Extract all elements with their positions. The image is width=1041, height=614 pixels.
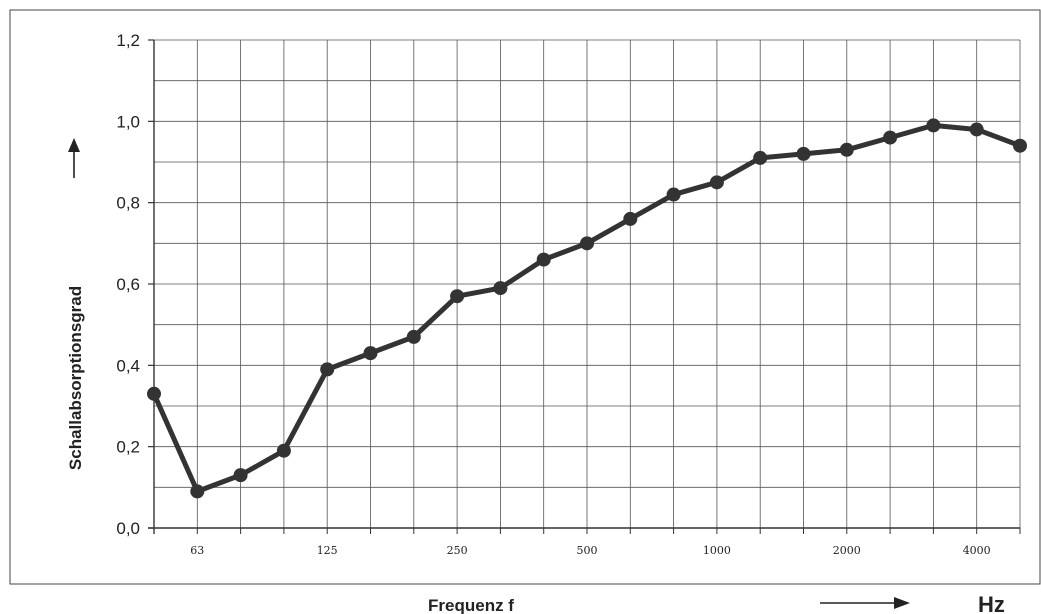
data-point	[753, 150, 768, 165]
data-point	[536, 252, 551, 267]
data-point	[883, 130, 898, 145]
y-tick-label: 0,4	[116, 356, 140, 375]
y-tick-label: 0,2	[116, 438, 140, 457]
data-point	[450, 289, 465, 304]
data-point	[969, 122, 984, 137]
y-axis-arrow	[68, 138, 80, 178]
data-point	[363, 346, 378, 361]
data-point	[926, 118, 941, 133]
x-tick-label: 63	[190, 544, 204, 557]
x-axis-label: Frequenz f	[428, 596, 514, 614]
data-point	[623, 211, 638, 226]
x-tick-label: 500	[577, 544, 598, 557]
data-point	[666, 187, 681, 202]
x-tick-labels: 63 125 250 500 1000 2000 4000	[190, 544, 990, 557]
grid	[148, 39, 1021, 534]
x-tick-label: 125	[317, 544, 338, 557]
x-tick-label: 2000	[833, 544, 861, 557]
y-tick-label: 0,6	[116, 275, 140, 294]
data-point	[1013, 138, 1027, 153]
data-point	[320, 362, 335, 377]
outer-frame	[9, 9, 1041, 585]
y-tick-label: 0,8	[116, 194, 140, 213]
data-point	[406, 329, 421, 344]
data-point	[493, 281, 508, 296]
data-point	[709, 175, 724, 190]
x-tick-label: 1000	[703, 544, 731, 557]
data-point	[233, 468, 248, 483]
y-tick-label: 1,2	[116, 31, 140, 50]
y-tick-label: 1,0	[116, 112, 140, 131]
data-point	[796, 146, 811, 161]
x-axis-arrow	[820, 597, 910, 609]
y-tick-label: 0,0	[116, 519, 140, 538]
y-tick-labels: 0,0 0,2 0,4 0,6 0,8 1,0 1,2	[116, 31, 140, 538]
data-point	[190, 484, 205, 499]
data-point	[580, 236, 594, 251]
y-axis-label: Schallabsorptionsgrad	[66, 286, 85, 470]
data-point	[839, 142, 854, 157]
x-tick-label: 250	[447, 544, 468, 557]
series-layer	[147, 118, 1027, 499]
x-tick-label: 4000	[963, 544, 991, 557]
data-point	[147, 386, 161, 401]
data-point	[276, 443, 291, 458]
x-axis-unit: Hz	[978, 592, 1005, 614]
